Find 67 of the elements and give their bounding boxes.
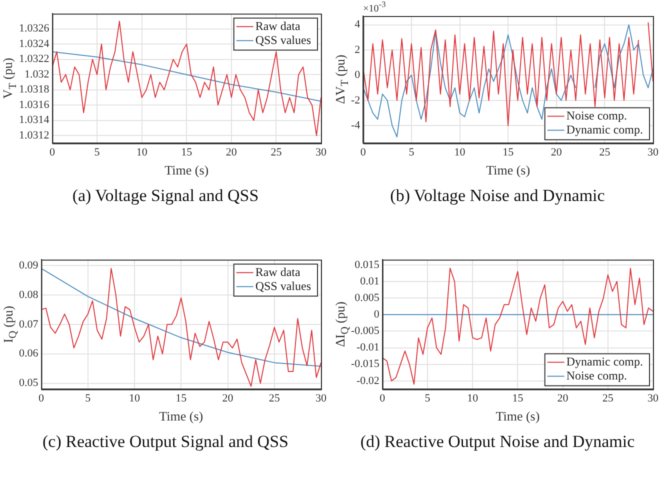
y-tick-label: 1.0318 [19,84,50,96]
y-tick-label: 0.07 [19,318,39,330]
text: ×10$^{-3}$ [363,0,386,14]
x-tick-label: 25 [268,392,280,405]
x-tick-label: 25 [602,392,614,405]
x-tick-label: 5 [408,146,415,159]
x-tick-label: 20 [550,146,562,159]
y-tick-label: 1.0324 [19,38,50,50]
x-tick-label: 20 [557,392,569,405]
y-tick-label: 1.0326 [19,22,50,35]
y-tick-label: 0.09 [19,259,39,272]
x-tick-label: 5 [94,146,100,159]
legend-label: Noise comp. [566,108,628,122]
y-tick-label: 0.005 [354,292,380,304]
y-tick-label: 1.0316 [19,98,50,111]
x-tick-label: 5 [85,392,92,405]
x-tick-label: 25 [599,146,611,159]
legend-label: QSS values [255,32,312,47]
legend-label: QSS values [255,278,312,293]
y-tick-label: 0.015 [354,258,380,271]
y-tick-label: 2 [354,44,360,56]
x-tick-label: 15 [512,392,524,405]
legend-label: Raw data [255,18,301,33]
y-tick-label: -0.01 [356,342,380,354]
x-axis-title: Time (s) [496,408,540,424]
x-tick-label: 10 [454,146,466,159]
x-tick-label: 10 [129,392,140,405]
y-tick-label: 0 [354,69,361,82]
x-axis-title: Time (s) [159,408,204,424]
x-tick-label: 10 [136,146,148,159]
x-tick-label: 15 [176,392,188,405]
x-tick-label: 5 [424,392,431,405]
text: (a) Voltage Signal and QSS [71,185,260,207]
y-tick-label: 0.06 [19,348,39,360]
x-axis-title: Time (s) [164,162,209,178]
x-tick-label: 30 [316,392,327,405]
y-tick-label: 0.01 [360,275,380,288]
legend-label: Dynamic comp. [566,122,644,136]
y-tick-label: 1.0314 [19,114,50,126]
x-tick-label: 30 [648,392,659,405]
x-tick-label: 30 [316,146,327,159]
legend-label: Noise comp. [566,368,628,382]
text: (b) Voltage Noise and Dynamic [389,185,606,207]
y-tick-label: 1.0312 [19,129,50,142]
y-tick-label: -0.015 [350,358,380,370]
y-tick-label: 0.08 [19,288,39,301]
x-tick-label: 25 [270,146,282,159]
y-tick-label: 1.0322 [19,53,50,66]
y-tick-label: -4 [350,119,361,132]
x-tick-label: 15 [502,146,514,159]
x-axis-title: Time (s) [486,162,530,178]
x-tick-label: 20 [226,146,238,159]
y-tick-label: 1.032 [24,68,50,80]
text: (c) Reactive Output Signal and QSS [42,431,290,453]
legend-label: Raw data [255,264,301,279]
y-tick-label: 0.05 [19,377,39,390]
y-tick-label: -0.02 [356,374,380,387]
x-tick-label: 30 [648,146,659,159]
y-tick-label: 4 [354,18,361,31]
y-tick-label: 0 [374,308,380,321]
text: (d) Reactive Output Noise and Dynamic [359,431,636,453]
x-tick-label: 10 [467,392,479,405]
y-tick-label: -0.005 [350,325,380,338]
x-tick-label: 20 [222,392,234,405]
legend-label: Dynamic comp. [566,354,644,368]
x-tick-label: 15 [181,146,193,159]
y-tick-label: -2 [350,94,360,106]
